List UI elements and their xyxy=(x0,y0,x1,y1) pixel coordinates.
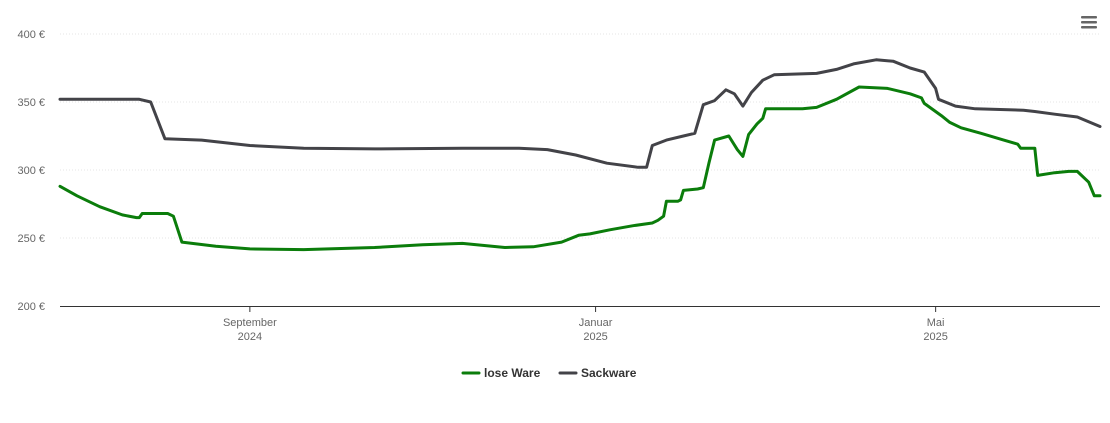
legend-item-lose-ware[interactable]: lose Ware xyxy=(461,366,541,380)
series-line-lose-ware xyxy=(58,85,1102,252)
legend-label: lose Ware xyxy=(484,366,541,380)
y-tick-label: 300 € xyxy=(17,165,45,177)
y-tick-label: 350 € xyxy=(17,97,45,109)
y-tick-label: 400 € xyxy=(17,29,45,41)
x-tick-label-month: Mai xyxy=(927,317,945,329)
x-tick-label-year: 2025 xyxy=(583,331,607,343)
x-tick-label-year: 2024 xyxy=(238,331,262,343)
y-tick-label: 250 € xyxy=(17,233,45,245)
x-tick-label-month: Januar xyxy=(579,317,613,329)
series-lines xyxy=(58,58,1102,252)
legend-label: Sackware xyxy=(581,366,637,380)
y-tick-label: 200 € xyxy=(17,301,45,313)
x-tick-label-year: 2025 xyxy=(923,331,947,343)
series-line-sackware xyxy=(58,58,1102,169)
grid-lines xyxy=(60,33,1100,239)
y-axis: 200 € 250 € 300 € 350 € 400 € xyxy=(17,29,45,313)
x-tick-label-month: September xyxy=(223,317,277,329)
legend: lose Ware Sackware xyxy=(461,366,637,380)
legend-item-sackware[interactable]: Sackware xyxy=(558,366,637,380)
x-axis: September 2024 Januar 2025 Mai 2025 xyxy=(60,306,1100,343)
hamburger-menu-icon[interactable] xyxy=(1080,14,1098,30)
